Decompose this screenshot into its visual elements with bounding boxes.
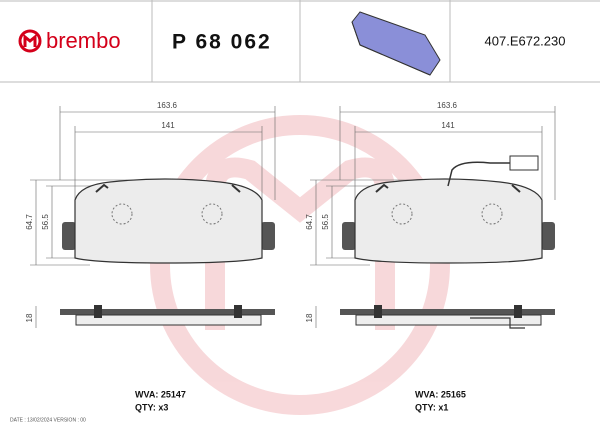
dimension-label: 64.7 — [25, 214, 34, 230]
part-number: P 68 062 — [172, 31, 272, 54]
backing-ear — [62, 222, 76, 250]
hole — [201, 203, 223, 225]
friction-pad — [74, 178, 263, 264]
logo-icon — [18, 29, 42, 53]
backing-ear — [342, 222, 356, 250]
friction-pad — [354, 178, 543, 264]
clip-side — [514, 305, 522, 318]
backing-ear — [541, 222, 555, 250]
dimension-line — [59, 106, 276, 200]
backing-plate — [60, 309, 275, 315]
brand: brembo — [46, 28, 121, 53]
dimension-line — [339, 106, 556, 200]
dimension-label: 163.6 — [157, 101, 178, 110]
dimension-label: 56.5 — [41, 214, 50, 230]
wva-label: WVA: 25147 — [135, 389, 186, 399]
pad-drawing: 163.6 141 64.7 56.5 18 WVA: 25147 QTY: x3 — [25, 101, 276, 412]
header: brembo P 68 062 407.E672.230 — [0, 0, 600, 83]
pad-icon — [351, 11, 441, 76]
footer: DATE : 13/02/2024 VERSION : 00 — [10, 417, 86, 423]
friction-side — [355, 314, 542, 326]
backing-plate — [340, 309, 555, 315]
dimension-label: 18 — [305, 313, 314, 322]
hole — [481, 203, 503, 225]
friction-side — [75, 314, 262, 326]
dimension-label: 141 — [441, 121, 455, 130]
backing-ear — [261, 222, 275, 250]
wear-sensor — [447, 161, 510, 187]
dimension-label: 18 — [25, 313, 34, 322]
dimension-label: 141 — [161, 121, 175, 130]
hole — [111, 203, 133, 225]
dimension-label: 56.5 — [321, 214, 330, 230]
wva-label: WVA: 25165 — [415, 389, 466, 399]
reference: 407.E672.230 — [485, 33, 566, 48]
sensor-side — [470, 317, 525, 329]
qty-label: QTY: x1 — [415, 402, 448, 412]
qty-label: QTY: x3 — [135, 402, 168, 412]
dimension-label: 163.6 — [437, 101, 458, 110]
dimension-line — [354, 126, 543, 200]
hole — [391, 203, 413, 225]
pad-clip — [95, 183, 241, 193]
watermark — [150, 115, 450, 415]
dimension-line — [74, 126, 263, 200]
clip-side — [234, 305, 242, 318]
sensor-plug — [509, 155, 539, 171]
clip-side — [94, 305, 102, 318]
clip-side — [374, 305, 382, 318]
dimension-label: 64.7 — [305, 214, 314, 230]
pad-drawing: 163.6 141 64.7 56.5 18 WVA: 25165 QTY: x1 — [305, 101, 556, 412]
pad-clip — [375, 183, 521, 193]
